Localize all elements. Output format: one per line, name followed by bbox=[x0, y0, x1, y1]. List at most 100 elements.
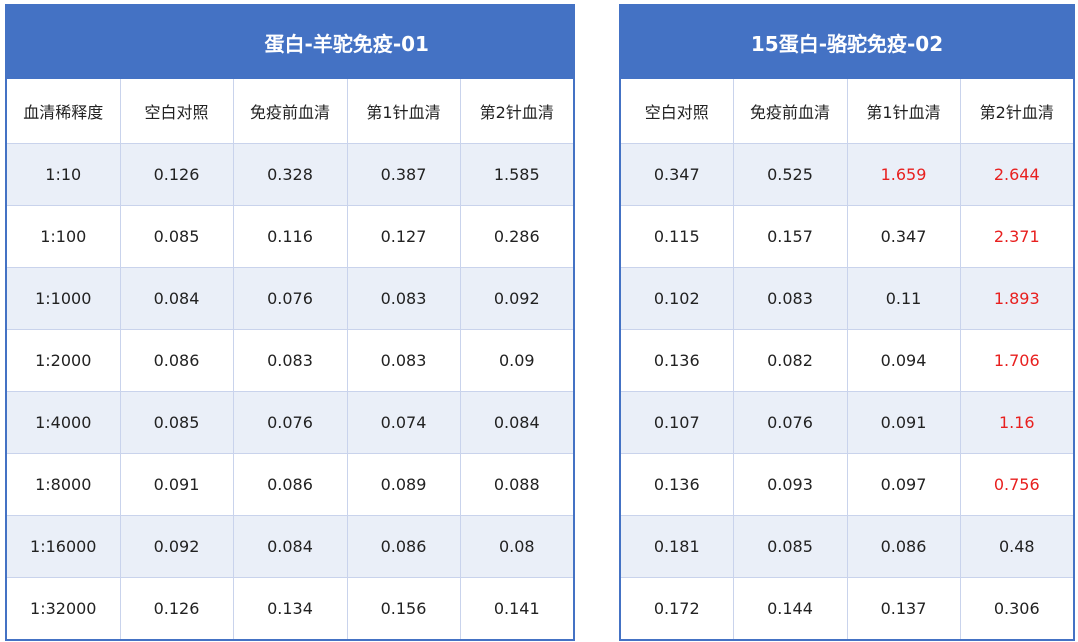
table-cell: 0.092 bbox=[459, 267, 575, 330]
table-cell: 1:1000 bbox=[5, 267, 121, 330]
table-cell: 0.086 bbox=[346, 515, 461, 578]
table-cell: 0.076 bbox=[232, 391, 348, 454]
table-cell: 1.706 bbox=[959, 329, 1075, 392]
table-cell: 0.102 bbox=[619, 267, 734, 330]
table-title: 15蛋白-骆驼免疫-02 bbox=[619, 4, 1075, 79]
table-title-row: 蛋白-羊驼免疫-01 bbox=[5, 4, 575, 79]
table-row: 1:2000 0.086 0.083 0.083 0.09 bbox=[5, 329, 575, 392]
table-cell: 0.387 bbox=[346, 143, 461, 206]
table-row: 1:10 0.126 0.328 0.387 1.585 bbox=[5, 143, 575, 206]
table-cell: 0.074 bbox=[346, 391, 461, 454]
table-title: 蛋白-羊驼免疫-01 bbox=[119, 4, 575, 79]
column-header: 免疫前血清 bbox=[232, 78, 348, 144]
table-cell: 0.076 bbox=[732, 391, 848, 454]
column-header: 第1针血清 bbox=[846, 78, 961, 144]
column-header: 第1针血清 bbox=[346, 78, 461, 144]
table-cell: 1:32000 bbox=[5, 577, 121, 641]
table-row: 1:100 0.085 0.116 0.127 0.286 bbox=[5, 205, 575, 268]
table-cell: 0.115 bbox=[619, 205, 734, 268]
table-cell: 0.089 bbox=[346, 453, 461, 516]
table-cell: 0.306 bbox=[959, 577, 1075, 641]
table-cell: 0.286 bbox=[459, 205, 575, 268]
table-cell: 0.137 bbox=[846, 577, 961, 641]
table-cell: 1:2000 bbox=[5, 329, 121, 392]
table-cell: 1:4000 bbox=[5, 391, 121, 454]
table-cell: 1.893 bbox=[959, 267, 1075, 330]
table-cell: 0.181 bbox=[619, 515, 734, 578]
table-cell: 0.136 bbox=[619, 453, 734, 516]
table-cell: 1.585 bbox=[459, 143, 575, 206]
table-cell: 0.085 bbox=[119, 391, 234, 454]
column-header: 免疫前血清 bbox=[732, 78, 848, 144]
table-camel-immune-02: 15蛋白-骆驼免疫-02 空白对照 免疫前血清 第1针血清 第2针血清 0.34… bbox=[619, 4, 1076, 641]
table-cell: 0.525 bbox=[732, 143, 848, 206]
table-cell: 0.126 bbox=[119, 143, 234, 206]
table-row: 1:4000 0.085 0.076 0.074 0.084 bbox=[5, 391, 575, 454]
table-cell: 0.094 bbox=[846, 329, 961, 392]
table-cell: 0.086 bbox=[846, 515, 961, 578]
table-row: 1:16000 0.092 0.084 0.086 0.08 bbox=[5, 515, 575, 578]
table-cell: 1:100 bbox=[5, 205, 121, 268]
table-row: 0.172 0.144 0.137 0.306 bbox=[619, 577, 1075, 641]
table-cell: 0.48 bbox=[959, 515, 1075, 578]
table-cell: 0.172 bbox=[619, 577, 734, 641]
table-cell: 0.084 bbox=[232, 515, 348, 578]
column-header-row: 血清稀释度 空白对照 免疫前血清 第1针血清 第2针血清 bbox=[5, 78, 575, 144]
table-row: 1:32000 0.126 0.134 0.156 0.141 bbox=[5, 577, 575, 641]
corner-cell bbox=[5, 4, 121, 79]
table-cell: 0.084 bbox=[119, 267, 234, 330]
table-cell: 0.756 bbox=[959, 453, 1075, 516]
table-cell: 0.347 bbox=[619, 143, 734, 206]
table-cell: 2.371 bbox=[959, 205, 1075, 268]
table-row: 0.136 0.093 0.097 0.756 bbox=[619, 453, 1075, 516]
table-cell: 0.126 bbox=[119, 577, 234, 641]
column-header: 空白对照 bbox=[119, 78, 234, 144]
table-cell: 1.16 bbox=[959, 391, 1075, 454]
table-cell: 0.11 bbox=[846, 267, 961, 330]
table-cell: 1:8000 bbox=[5, 453, 121, 516]
table-row: 0.115 0.157 0.347 2.371 bbox=[619, 205, 1075, 268]
table-row: 0.107 0.076 0.091 1.16 bbox=[619, 391, 1075, 454]
column-header-row: 空白对照 免疫前血清 第1针血清 第2针血清 bbox=[619, 78, 1075, 144]
table-cell: 0.09 bbox=[459, 329, 575, 392]
table-cell: 0.136 bbox=[619, 329, 734, 392]
table-cell: 0.085 bbox=[732, 515, 848, 578]
table-row: 0.136 0.082 0.094 1.706 bbox=[619, 329, 1075, 392]
table-cell: 0.083 bbox=[232, 329, 348, 392]
table-cell: 0.116 bbox=[232, 205, 348, 268]
table-cell: 0.141 bbox=[459, 577, 575, 641]
table-cell: 2.644 bbox=[959, 143, 1075, 206]
table-cell: 0.091 bbox=[846, 391, 961, 454]
table-cell: 0.091 bbox=[119, 453, 234, 516]
table-cell: 0.107 bbox=[619, 391, 734, 454]
table-cell: 0.08 bbox=[459, 515, 575, 578]
table-row: 0.347 0.525 1.659 2.644 bbox=[619, 143, 1075, 206]
column-header: 空白对照 bbox=[619, 78, 734, 144]
table-cell: 0.127 bbox=[346, 205, 461, 268]
table-cell: 0.157 bbox=[732, 205, 848, 268]
table-row: 0.181 0.085 0.086 0.48 bbox=[619, 515, 1075, 578]
table-alpaca-immune-01: 蛋白-羊驼免疫-01 血清稀释度 空白对照 免疫前血清 第1针血清 第2针血清 … bbox=[5, 4, 575, 641]
column-header: 血清稀释度 bbox=[5, 78, 121, 144]
table-cell: 0.134 bbox=[232, 577, 348, 641]
table-row: 1:8000 0.091 0.086 0.089 0.088 bbox=[5, 453, 575, 516]
table-row: 1:1000 0.084 0.076 0.083 0.092 bbox=[5, 267, 575, 330]
table-cell: 0.084 bbox=[459, 391, 575, 454]
table-cell: 0.328 bbox=[232, 143, 348, 206]
table-row: 0.102 0.083 0.11 1.893 bbox=[619, 267, 1075, 330]
table-cell: 1.659 bbox=[846, 143, 961, 206]
table-cell: 1:16000 bbox=[5, 515, 121, 578]
table-cell: 1:10 bbox=[5, 143, 121, 206]
table-cell: 0.092 bbox=[119, 515, 234, 578]
table-cell: 0.347 bbox=[846, 205, 961, 268]
table-cell: 0.082 bbox=[732, 329, 848, 392]
table-cell: 0.093 bbox=[732, 453, 848, 516]
table-cell: 0.083 bbox=[732, 267, 848, 330]
column-header: 第2针血清 bbox=[959, 78, 1075, 144]
table-cell: 0.144 bbox=[732, 577, 848, 641]
column-header: 第2针血清 bbox=[459, 78, 575, 144]
table-cell: 0.083 bbox=[346, 267, 461, 330]
table-cell: 0.088 bbox=[459, 453, 575, 516]
table-cell: 0.083 bbox=[346, 329, 461, 392]
table-cell: 0.085 bbox=[119, 205, 234, 268]
